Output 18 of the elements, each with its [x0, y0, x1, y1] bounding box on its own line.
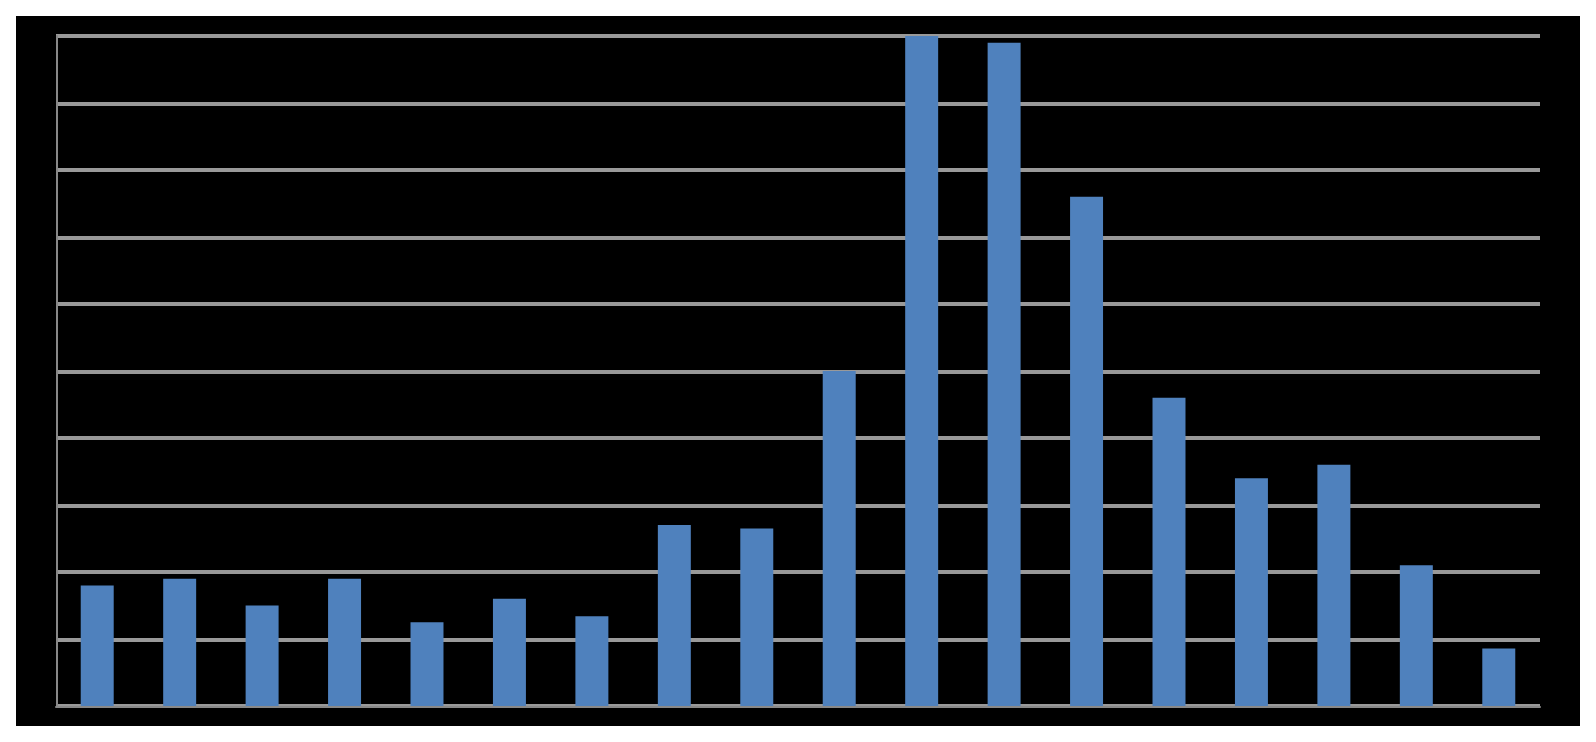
bar	[328, 578, 362, 706]
bar	[80, 585, 114, 706]
bar	[905, 36, 939, 706]
bar	[1317, 464, 1351, 706]
bar	[822, 371, 856, 706]
bar	[245, 605, 279, 706]
bar	[492, 598, 526, 706]
bar	[740, 528, 774, 706]
bar	[575, 616, 609, 706]
bar	[163, 578, 197, 706]
bar	[1482, 648, 1516, 706]
bar	[1152, 397, 1186, 706]
bar	[1070, 196, 1104, 706]
bar	[657, 525, 691, 706]
bar	[1234, 478, 1268, 706]
bar	[410, 622, 444, 706]
bar	[1399, 565, 1433, 706]
bar	[987, 42, 1021, 706]
